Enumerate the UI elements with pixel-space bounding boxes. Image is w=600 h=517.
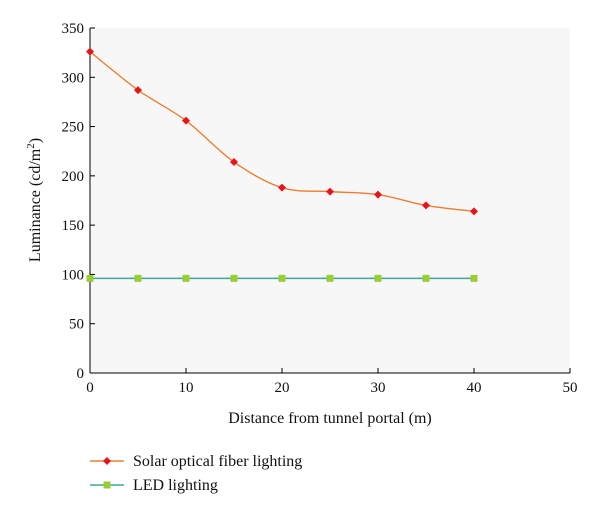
data-point-series-1 <box>278 274 286 282</box>
data-point-series-0 <box>326 187 334 196</box>
data-point-series-1 <box>134 274 142 282</box>
data-point-series-1 <box>230 274 238 282</box>
x-axis-ticks: 0 10 20 30 40 50 <box>86 368 578 396</box>
data-point-series-0 <box>182 116 190 125</box>
y-tick-label: 0 <box>77 366 85 382</box>
data-point-series-1 <box>422 274 430 282</box>
data-point-series-1 <box>470 274 478 282</box>
y-axis-ticks: 0 50 100 150 200 250 300 350 <box>62 21 95 382</box>
y-tick-label: 50 <box>69 317 84 333</box>
y-tick-label: 350 <box>62 21 85 37</box>
data-point-series-1 <box>86 274 94 282</box>
data-point-series-0 <box>422 201 430 210</box>
legend-label-led: LED lighting <box>133 477 218 494</box>
y-tick-label: 250 <box>62 120 85 136</box>
y-tick-label: 150 <box>62 218 85 234</box>
data-point-series-0 <box>470 207 478 216</box>
series-layer <box>86 47 478 282</box>
y-axis-title: Luminance (cd/m2) <box>25 138 44 262</box>
y-axis-title-superscript: 2 <box>25 143 37 149</box>
legend-marker-led <box>103 481 111 489</box>
data-point-series-1 <box>182 274 190 282</box>
y-axis-title-main: Luminance (cd/m <box>27 148 44 262</box>
data-point-series-0 <box>374 190 382 199</box>
data-point-series-0 <box>278 183 286 192</box>
data-point-series-1 <box>374 274 382 282</box>
x-tick-label: 0 <box>86 380 94 396</box>
y-tick-label: 200 <box>62 169 85 185</box>
data-point-series-0 <box>134 86 142 95</box>
x-tick-label: 10 <box>179 380 194 396</box>
x-tick-label: 20 <box>275 380 290 396</box>
x-axis-title: Distance from tunnel portal (m) <box>228 410 432 427</box>
y-tick-label: 300 <box>62 70 85 86</box>
legend-marker-solar <box>103 457 111 465</box>
plot-area <box>90 28 570 373</box>
x-tick-label: 50 <box>563 380 578 396</box>
legend-item-solar: Solar optical fiber lighting <box>90 453 302 470</box>
x-tick-label: 30 <box>371 380 386 396</box>
data-point-series-0 <box>86 47 94 56</box>
legend-item-led: LED lighting <box>90 477 218 494</box>
y-tick-label: 100 <box>62 267 85 283</box>
legend: Solar optical fiber lighting LED lightin… <box>90 453 302 494</box>
data-point-series-0 <box>230 158 238 167</box>
data-point-series-1 <box>326 274 334 282</box>
x-tick-label: 40 <box>467 380 482 396</box>
y-axis-title-close: ) <box>27 138 44 143</box>
legend-label-solar: Solar optical fiber lighting <box>133 453 302 470</box>
